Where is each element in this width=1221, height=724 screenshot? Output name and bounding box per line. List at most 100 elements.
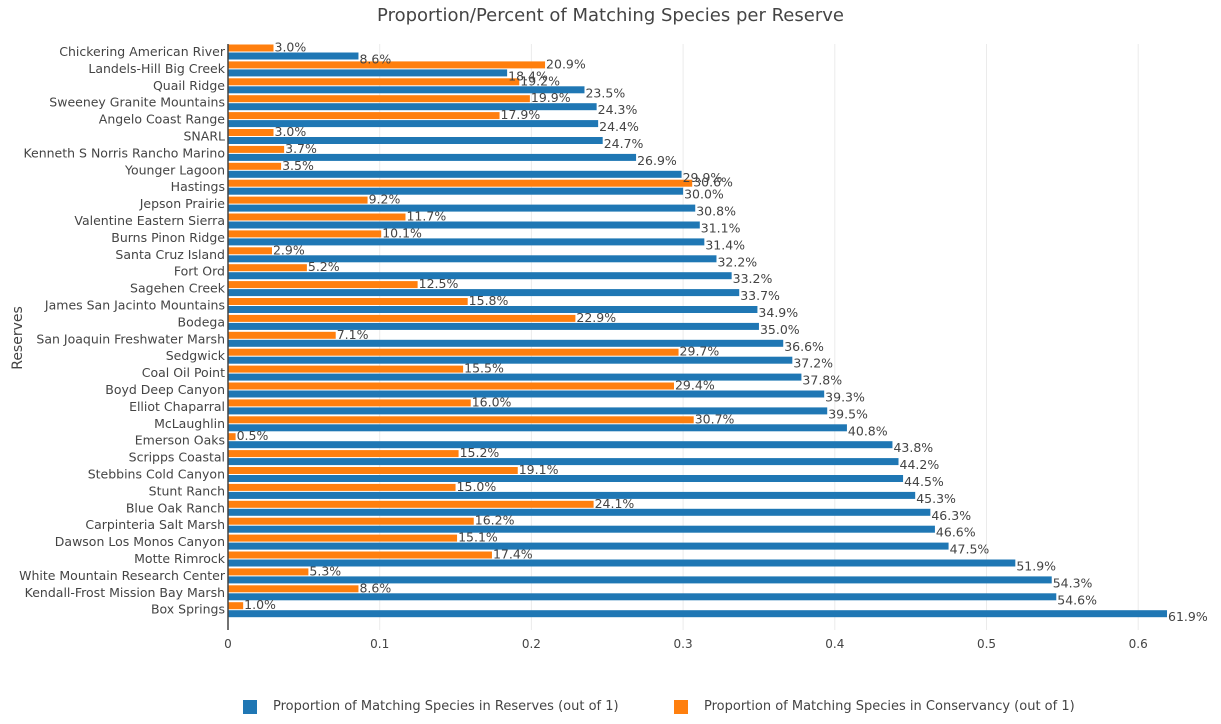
bar-reserves[interactable] xyxy=(228,373,802,381)
bar-conservancy[interactable] xyxy=(228,534,458,542)
data-label-reserves: 26.9% xyxy=(637,153,677,168)
bar-conservancy[interactable] xyxy=(228,331,336,339)
data-label-reserves: 34.9% xyxy=(758,305,798,320)
data-label-reserves: 8.6% xyxy=(359,52,391,67)
bar-reserves[interactable] xyxy=(228,390,825,398)
bar-reserves[interactable] xyxy=(228,255,717,263)
data-label-reserves: 30.0% xyxy=(684,187,724,202)
data-label-conservancy: 5.3% xyxy=(309,563,341,578)
bar-reserves[interactable] xyxy=(228,441,893,449)
bar-conservancy[interactable] xyxy=(228,500,594,508)
data-label-reserves: 37.8% xyxy=(802,373,842,388)
bar-conservancy[interactable] xyxy=(228,433,236,441)
bar-conservancy[interactable] xyxy=(228,179,693,187)
bar-reserves[interactable] xyxy=(228,272,732,280)
bar-conservancy[interactable] xyxy=(228,264,307,272)
y-tick-label: Sedgwick xyxy=(166,348,226,363)
y-tick-label: James San Jacinto Mountains xyxy=(44,298,225,313)
data-label-conservancy: 29.4% xyxy=(675,378,715,393)
data-label-reserves: 61.9% xyxy=(1168,609,1208,624)
bar-conservancy[interactable] xyxy=(228,162,282,170)
bar-reserves[interactable] xyxy=(228,289,740,297)
bar-conservancy[interactable] xyxy=(228,399,471,407)
bar-conservancy[interactable] xyxy=(228,129,274,136)
bar-reserves[interactable] xyxy=(228,491,916,499)
bar-conservancy[interactable] xyxy=(228,44,274,52)
y-tick-label: Stebbins Cold Canyon xyxy=(88,467,225,482)
data-label-conservancy: 12.5% xyxy=(419,276,459,291)
data-label-conservancy: 9.2% xyxy=(369,192,401,207)
bar-conservancy[interactable] xyxy=(228,112,500,120)
bar-reserves[interactable] xyxy=(228,424,847,432)
bar-reserves[interactable] xyxy=(228,170,682,178)
bar-conservancy[interactable] xyxy=(228,365,464,373)
y-tick-label: McLaughlin xyxy=(154,416,225,431)
bar-conservancy[interactable] xyxy=(228,230,382,238)
data-label-conservancy: 8.6% xyxy=(359,580,391,595)
legend-swatch-conservancy xyxy=(674,699,688,714)
bar-reserves[interactable] xyxy=(228,322,759,330)
bar-conservancy[interactable] xyxy=(228,551,492,559)
bar-conservancy[interactable] xyxy=(228,281,418,289)
bar-conservancy[interactable] xyxy=(228,61,546,69)
bar-conservancy[interactable] xyxy=(228,483,456,491)
bar-reserves[interactable] xyxy=(228,238,705,246)
bar-reserves[interactable] xyxy=(228,356,793,364)
bar-conservancy[interactable] xyxy=(228,517,474,525)
bar-conservancy[interactable] xyxy=(228,247,272,255)
bar-reserves[interactable] xyxy=(228,339,784,347)
data-label-conservancy: 10.1% xyxy=(382,225,422,240)
bar-conservancy[interactable] xyxy=(228,416,694,424)
bar-conservancy[interactable] xyxy=(228,602,244,610)
bar-conservancy[interactable] xyxy=(228,382,674,390)
bar-conservancy[interactable] xyxy=(228,298,468,305)
bar-reserves[interactable] xyxy=(228,475,904,482)
bar-reserves[interactable] xyxy=(228,137,603,144)
y-tick-label: Quail Ridge xyxy=(153,78,225,93)
legend-item-reserves[interactable]: Proportion of Matching Species in Reserv… xyxy=(243,699,619,714)
bar-conservancy[interactable] xyxy=(228,196,368,204)
bar-reserves[interactable] xyxy=(228,52,359,60)
data-label-reserves: 36.6% xyxy=(784,339,824,354)
bar-reserves[interactable] xyxy=(228,69,508,77)
data-label-reserves: 31.1% xyxy=(701,221,741,236)
bar-reserves[interactable] xyxy=(228,525,935,533)
bar-reserves[interactable] xyxy=(228,542,949,550)
bar-conservancy[interactable] xyxy=(228,78,520,86)
bar-reserves[interactable] xyxy=(228,153,637,161)
bar-reserves[interactable] xyxy=(228,559,1016,567)
x-tick-label: 0.2 xyxy=(522,637,541,651)
y-tick-label: Carpinteria Salt Marsh xyxy=(85,517,225,532)
bar-conservancy[interactable] xyxy=(228,95,530,103)
bar-conservancy[interactable] xyxy=(228,450,459,458)
bar-reserves[interactable] xyxy=(228,407,828,415)
bar-conservancy[interactable] xyxy=(228,585,359,593)
bar-conservancy[interactable] xyxy=(228,145,285,153)
bar-reserves[interactable] xyxy=(228,221,700,229)
data-label-conservancy: 0.5% xyxy=(237,428,269,443)
bar-conservancy[interactable] xyxy=(228,568,309,576)
y-tick-label: Fort Ord xyxy=(174,264,225,279)
bar-reserves[interactable] xyxy=(228,120,599,128)
bar-reserves[interactable] xyxy=(228,576,1052,584)
x-tick-label: 0.3 xyxy=(674,637,693,651)
bar-reserves[interactable] xyxy=(228,187,684,195)
data-label-conservancy: 19.2% xyxy=(520,73,560,88)
bar-reserves[interactable] xyxy=(228,306,758,313)
bar-reserves[interactable] xyxy=(228,458,899,466)
y-tick-label: Sagehen Creek xyxy=(130,281,226,296)
bar-conservancy[interactable] xyxy=(228,314,576,322)
bar-conservancy[interactable] xyxy=(228,467,518,474)
bar-reserves[interactable] xyxy=(228,204,696,212)
data-label-conservancy: 15.0% xyxy=(457,479,497,494)
bar-reserves[interactable] xyxy=(228,86,585,94)
data-label-reserves: 54.3% xyxy=(1053,575,1093,590)
y-tick-label: Hastings xyxy=(171,179,225,194)
bar-conservancy[interactable] xyxy=(228,213,406,221)
legend-item-conservancy[interactable]: Proportion of Matching Species in Conser… xyxy=(674,699,1075,714)
bar-reserves[interactable] xyxy=(228,593,1057,601)
bar-reserves[interactable] xyxy=(228,610,1168,618)
bar-reserves[interactable] xyxy=(228,103,597,111)
bar-conservancy[interactable] xyxy=(228,348,679,356)
bar-reserves[interactable] xyxy=(228,508,931,516)
